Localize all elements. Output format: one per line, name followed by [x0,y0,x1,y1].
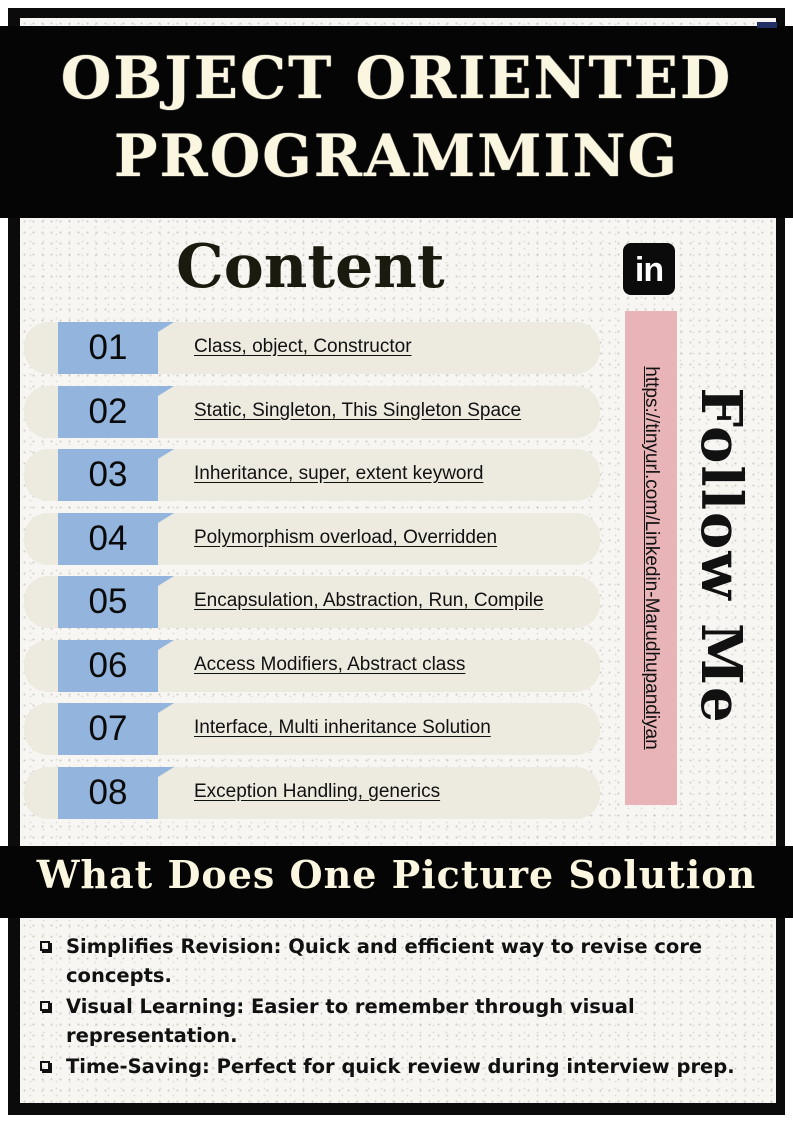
benefit-item: Visual Learning: Easier to remember thro… [38,992,768,1050]
item-number: 02 [58,386,174,438]
title-band [0,26,793,218]
checkbox-bullet-icon [40,1061,50,1071]
benefit-item: Simplifies Revision: Quick and efficient… [38,932,768,990]
item-topic-link[interactable]: Static, Singleton, This Singleton Space [194,400,522,421]
benefits-list: Simplifies Revision: Quick and efficient… [38,932,768,1083]
item-topic-link[interactable]: Encapsulation, Abstraction, Run, Compile [194,590,544,611]
benefit-text: Time-Saving: Perfect for quick review du… [66,1055,735,1078]
item-topic-link[interactable]: Polymorphism overload, Overridden [194,527,498,548]
checkbox-bullet-icon [40,941,50,951]
solution-band [0,846,793,918]
page-title-line1: OBJECT ORIENTED [60,44,733,112]
item-number: 03 [58,449,174,501]
solution-title: What Does One Picture Solution [36,852,757,897]
item-topic-link[interactable]: Access Modifiers, Abstract class [194,654,466,675]
item-number: 08 [58,767,174,819]
content-heading: Content [176,232,445,302]
item-topic-link[interactable]: Class, object, Constructor [194,336,412,357]
item-topic-link[interactable]: Inheritance, super, extent keyword [194,463,484,484]
item-number: 07 [58,703,174,755]
item-topic-link[interactable]: Exception Handling, generics [194,781,441,802]
benefit-item: Time-Saving: Perfect for quick review du… [38,1052,768,1081]
linkedin-icon[interactable]: in [623,243,675,295]
item-number: 01 [58,322,174,374]
item-number: 05 [58,576,174,628]
benefit-text: Visual Learning: Easier to remember thro… [66,995,635,1047]
profile-link[interactable]: https://tinyurl.com/Linkedin-Marudhupand… [641,366,662,750]
follow-me-label: Follow Me [688,387,754,725]
corner-mark [757,22,777,28]
checkbox-bullet-icon [40,1001,50,1011]
page-title-line2: PROGRAMMING [113,122,680,190]
benefit-text: Simplifies Revision: Quick and efficient… [66,935,703,987]
item-number: 04 [58,513,174,565]
item-topic-link[interactable]: Interface, Multi inheritance Solution [194,717,491,738]
url-box [625,311,677,805]
item-number: 06 [58,640,174,692]
